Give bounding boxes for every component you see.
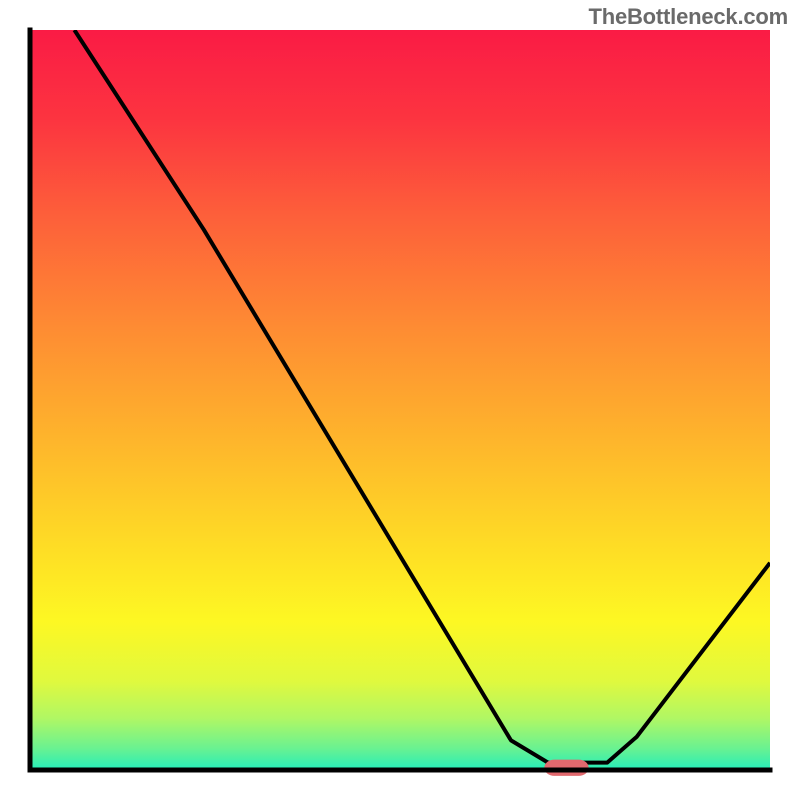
chart-container: TheBottleneck.com [0, 0, 800, 800]
watermark-text: TheBottleneck.com [588, 4, 788, 30]
plot-background [30, 30, 770, 770]
bottleneck-curve-chart [0, 0, 800, 800]
